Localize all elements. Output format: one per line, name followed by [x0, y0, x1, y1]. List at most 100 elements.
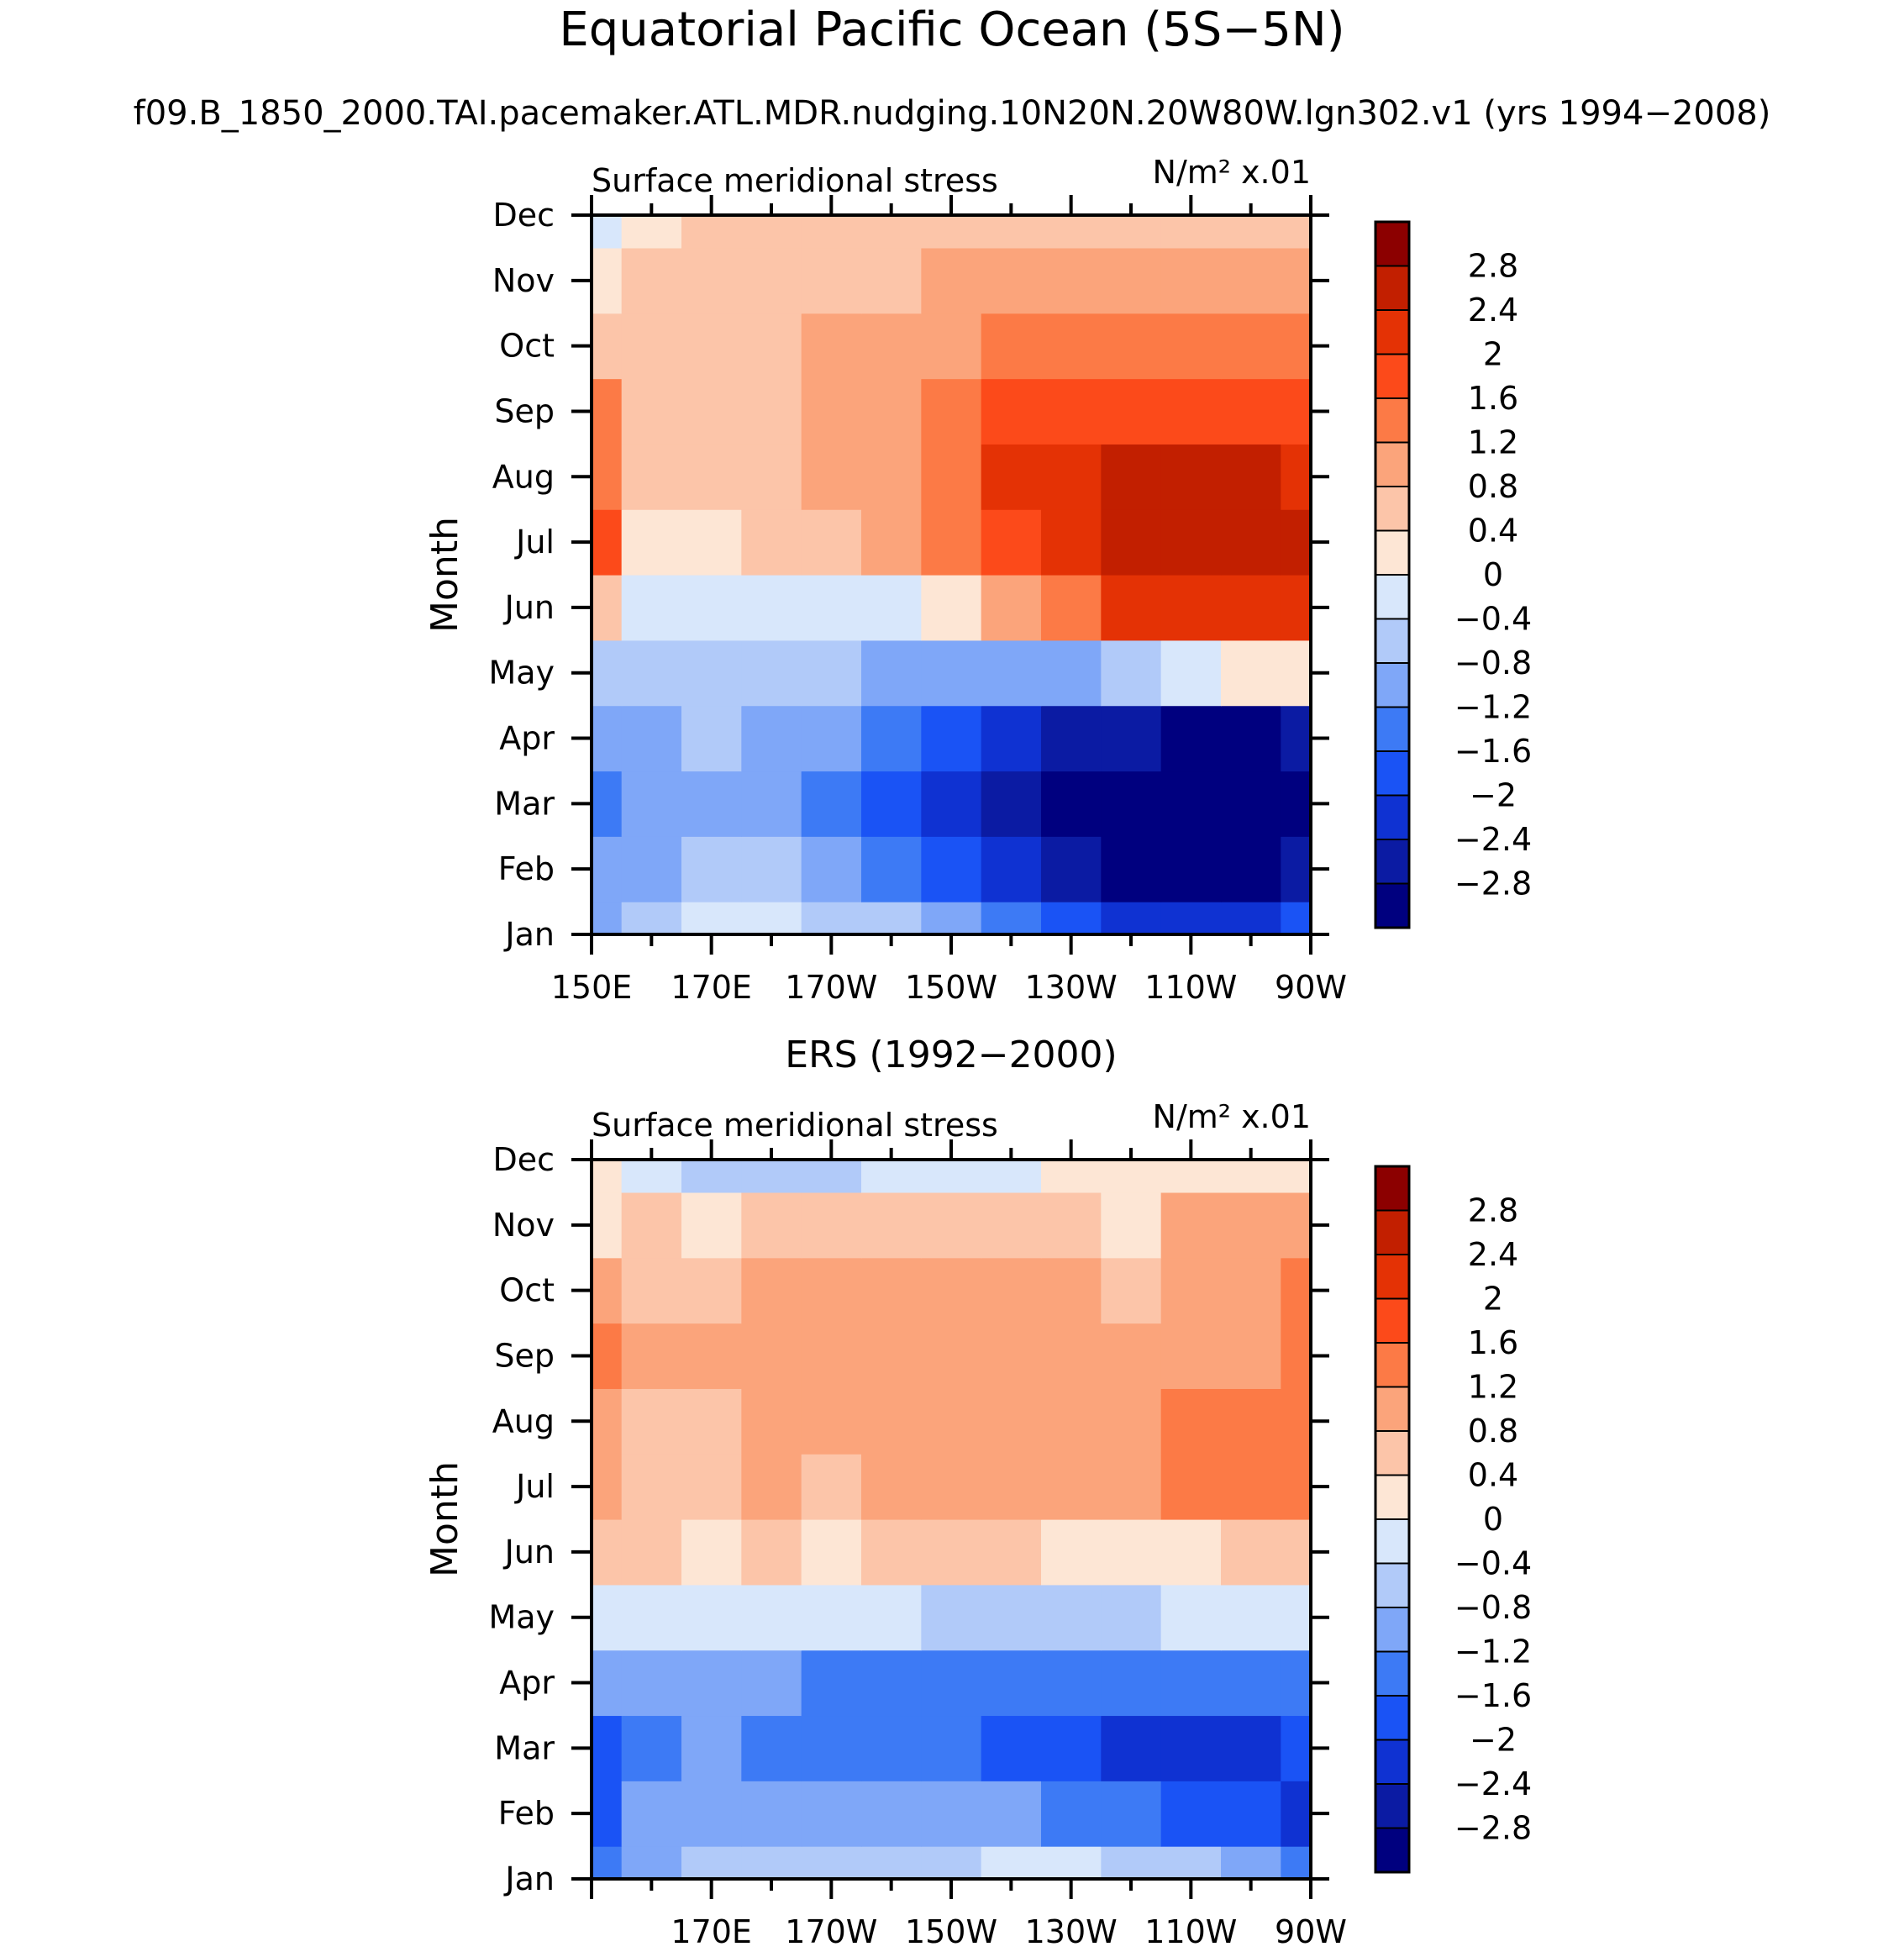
colorbar-label: 2.8: [1468, 1192, 1518, 1229]
heatmap-cell: [1160, 509, 1222, 576]
heatmap-cell: [1160, 215, 1222, 249]
heatmap-cell: [741, 575, 802, 641]
heatmap-cell: [801, 1715, 862, 1781]
heatmap-cell: [741, 1519, 802, 1586]
heatmap-cell: [621, 509, 682, 576]
heatmap-cell: [681, 1584, 742, 1651]
heatmap-cell: [801, 705, 862, 772]
y-tick-label: Feb: [498, 1795, 555, 1832]
heatmap-cell: [1221, 1323, 1281, 1389]
heatmap-cell: [621, 378, 682, 445]
heatmap-cell: [1041, 1649, 1102, 1717]
colorbar-swatch: [1375, 751, 1409, 796]
heatmap-cell: [621, 771, 682, 837]
units-label-1: N/m² x.01: [1153, 154, 1311, 191]
heatmap-cell: [981, 1715, 1042, 1781]
heatmap-cell: [681, 378, 742, 445]
heatmap-cell: [921, 1192, 982, 1259]
x-tick-label: 170E: [671, 969, 752, 1006]
heatmap-cell: [1221, 444, 1281, 510]
heatmap-cell: [1281, 1781, 1312, 1847]
heatmap-cell: [921, 1160, 982, 1193]
heatmap-cell: [1160, 836, 1222, 902]
colorbar-swatch: [1375, 1475, 1409, 1520]
heatmap-cell: [861, 1584, 922, 1651]
y-tick-label: May: [488, 655, 555, 692]
heatmap-cell: [1221, 1715, 1281, 1781]
heatmap-cell: [1101, 247, 1162, 314]
heatmap-cell: [621, 1160, 682, 1193]
heatmap-cell: [921, 1846, 982, 1880]
heatmap-cell: [981, 1257, 1042, 1324]
heatmap-cell: [741, 639, 802, 707]
colorbar-swatch: [1375, 1828, 1409, 1873]
colorbar-label: 2.4: [1468, 1236, 1518, 1273]
heatmap-cell: [981, 1649, 1042, 1717]
heatmap-cell: [861, 1388, 922, 1455]
heatmap-cell: [741, 313, 802, 380]
heatmap-cell: [1101, 639, 1162, 707]
colorbar-swatch: [1375, 1298, 1409, 1344]
heatmap-cell: [981, 575, 1042, 641]
x-tick-label: 90W: [1275, 1913, 1347, 1950]
heatmap-cell: [921, 1584, 982, 1651]
heatmap-cell: [1281, 313, 1312, 380]
heatmap-cell: [1160, 639, 1222, 707]
heatmap-cell: [981, 1323, 1042, 1389]
heatmap-cell: [1221, 771, 1281, 837]
heatmap-cell: [801, 444, 862, 510]
heatmap-cell: [1221, 1846, 1281, 1880]
heatmap-cell: [621, 1846, 682, 1880]
heatmap-cell: [921, 444, 982, 510]
heatmap-cell: [921, 1257, 982, 1324]
heatmap-cell: [621, 215, 682, 249]
heatmap-cell: [681, 1715, 742, 1781]
heatmap-cell: [592, 215, 623, 249]
heatmap-cell: [1041, 215, 1102, 249]
heatmap-cell: [1160, 1388, 1222, 1455]
colorbar-swatch: [1375, 618, 1409, 664]
heatmap-cell: [592, 575, 623, 641]
x-tick-label: 150W: [905, 969, 997, 1006]
x-ticks-1: 150E 170E 170W 150W 130W 110W 90W: [551, 195, 1347, 1006]
heatmap-cell: [981, 902, 1042, 935]
heatmap-cell: [681, 444, 742, 510]
heatmap-cell: [741, 902, 802, 935]
colorbar-label: 1.2: [1468, 424, 1518, 461]
heatmap-cell: [592, 771, 623, 837]
y-tick-label: Feb: [498, 850, 555, 887]
y-axis-label-2: Month: [423, 1461, 466, 1577]
heatmap-cell: [1041, 1160, 1102, 1193]
heatmap-cell: [1221, 639, 1281, 707]
heatmap-cell: [801, 575, 862, 641]
heatmap-cell: [681, 1649, 742, 1717]
heatmap-cell: [621, 1192, 682, 1259]
colorbar-swatch: [1375, 398, 1409, 443]
heatmap-cell: [861, 1519, 922, 1586]
heatmap-cell: [801, 836, 862, 902]
colorbar-label: 1.2: [1468, 1369, 1518, 1406]
colorbar-label: −0.4: [1454, 1545, 1532, 1582]
heatmap-cell: [1160, 902, 1222, 935]
heatmap-cell: [1101, 1192, 1162, 1259]
heatmap-cell: [801, 1323, 862, 1389]
colorbar-label: −2.4: [1454, 821, 1532, 858]
heatmap-cell: [1221, 1388, 1281, 1455]
heatmap-cell: [801, 1846, 862, 1880]
heatmap-cell: [1101, 575, 1162, 641]
y-tick-label: Nov: [492, 262, 555, 299]
heatmap-cell: [861, 836, 922, 902]
heatmap-cell: [592, 1519, 623, 1586]
heatmap-cell: [741, 1323, 802, 1389]
heatmap-cell: [741, 247, 802, 314]
heatmap-cell: [1101, 378, 1162, 445]
heatmap-cell: [1041, 1192, 1102, 1259]
figure-title: Equatorial Pacific Ocean (5S−5N): [559, 3, 1344, 57]
heatmap-cell: [741, 378, 802, 445]
heatmap-cell: [981, 1781, 1042, 1847]
heatmap-cell: [1101, 509, 1162, 576]
x-tick-label: 130W: [1025, 969, 1118, 1006]
colorbar-swatch: [1375, 883, 1409, 929]
heatmap-cell: [1221, 1649, 1281, 1717]
heatmap-cell: [1101, 1715, 1162, 1781]
